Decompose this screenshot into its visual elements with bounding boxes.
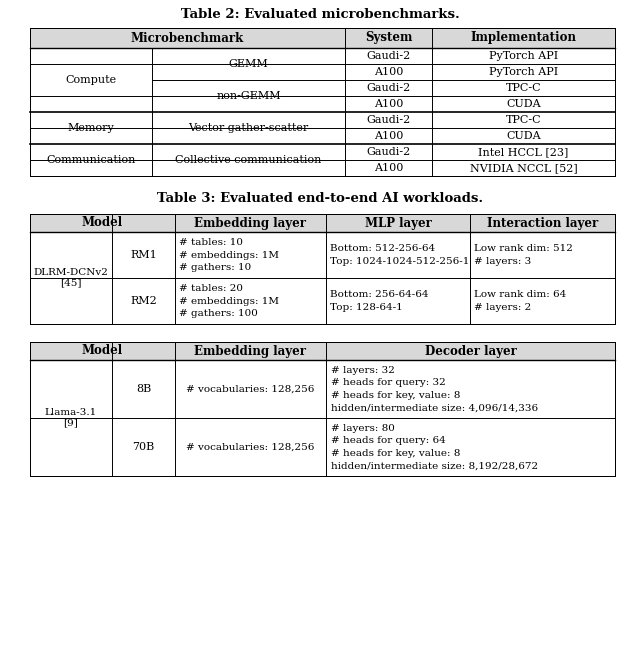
Bar [30,342,615,360]
Text: A100: A100 [374,99,403,109]
Text: Interaction layer: Interaction layer [487,216,598,230]
Text: Communication: Communication [46,155,136,165]
Text: # vocabularies: 128,256: # vocabularies: 128,256 [186,384,315,394]
Text: 8B: 8B [136,384,151,394]
Text: GEMM: GEMM [228,59,268,69]
Text: A100: A100 [374,131,403,141]
Text: Microbenchmark: Microbenchmark [131,32,244,44]
Text: Table 2: Evaluated microbenchmarks.: Table 2: Evaluated microbenchmarks. [180,7,460,21]
Text: TPC-C: TPC-C [506,83,541,93]
Text: CUDA: CUDA [506,99,541,109]
Text: Implementation: Implementation [470,32,577,44]
Bar [30,28,615,176]
Text: Gaudi-2: Gaudi-2 [366,147,411,157]
Text: Model: Model [82,216,123,230]
Text: Gaudi-2: Gaudi-2 [366,51,411,61]
Text: Intel HCCL [23]: Intel HCCL [23] [478,147,569,157]
Text: # layers: 32
# heads for query: 32
# heads for key, value: 8
hidden/intermediate: # layers: 32 # heads for query: 32 # hea… [331,366,538,412]
Text: NVIDIA NCCL [52]: NVIDIA NCCL [52] [470,163,577,173]
Text: RM1: RM1 [130,250,157,260]
Text: CUDA: CUDA [506,131,541,141]
Text: 70B: 70B [132,442,155,452]
Bar [30,214,615,232]
Text: A100: A100 [374,67,403,77]
Text: TPC-C: TPC-C [506,115,541,125]
Text: Low rank dim: 64
# layers: 2: Low rank dim: 64 # layers: 2 [474,290,566,312]
Text: Bottom: 256-64-64
Top: 128-64-1: Bottom: 256-64-64 Top: 128-64-1 [330,290,429,312]
Text: Model: Model [82,345,123,358]
Text: A100: A100 [374,163,403,173]
Text: PyTorch API: PyTorch API [489,67,558,77]
Text: Decoder layer: Decoder layer [424,345,516,358]
Text: Embedding layer: Embedding layer [195,216,307,230]
Bar [30,342,615,476]
Text: Low rank dim: 512
# layers: 3: Low rank dim: 512 # layers: 3 [474,244,573,265]
Text: # tables: 10
# embeddings: 1M
# gathers: 10: # tables: 10 # embeddings: 1M # gathers:… [179,238,279,272]
Text: Vector gather-scatter: Vector gather-scatter [188,123,308,133]
Text: Collective communication: Collective communication [175,155,322,165]
Text: MLP layer: MLP layer [365,216,431,230]
Bar [30,28,615,48]
Bar [30,214,615,324]
Text: Table 3: Evaluated end-to-end AI workloads.: Table 3: Evaluated end-to-end AI workloa… [157,192,483,204]
Text: Embedding layer: Embedding layer [195,345,307,358]
Text: DLRM-DCNv2
[45]: DLRM-DCNv2 [45] [33,268,108,288]
Text: Memory: Memory [68,123,115,133]
Text: Gaudi-2: Gaudi-2 [366,83,411,93]
Text: # layers: 80
# heads for query: 64
# heads for key, value: 8
hidden/intermediate: # layers: 80 # heads for query: 64 # hea… [331,424,538,470]
Text: System: System [365,32,412,44]
Text: PyTorch API: PyTorch API [489,51,558,61]
Text: RM2: RM2 [130,296,157,306]
Text: # vocabularies: 128,256: # vocabularies: 128,256 [186,442,315,452]
Text: # tables: 20
# embeddings: 1M
# gathers: 100: # tables: 20 # embeddings: 1M # gathers:… [179,284,279,318]
Text: Gaudi-2: Gaudi-2 [366,115,411,125]
Text: non-GEMM: non-GEMM [216,91,281,101]
Text: Compute: Compute [65,75,116,85]
Text: Bottom: 512-256-64
Top: 1024-1024-512-256-1: Bottom: 512-256-64 Top: 1024-1024-512-25… [330,244,469,265]
Text: Llama-3.1
[9]: Llama-3.1 [9] [45,409,97,427]
